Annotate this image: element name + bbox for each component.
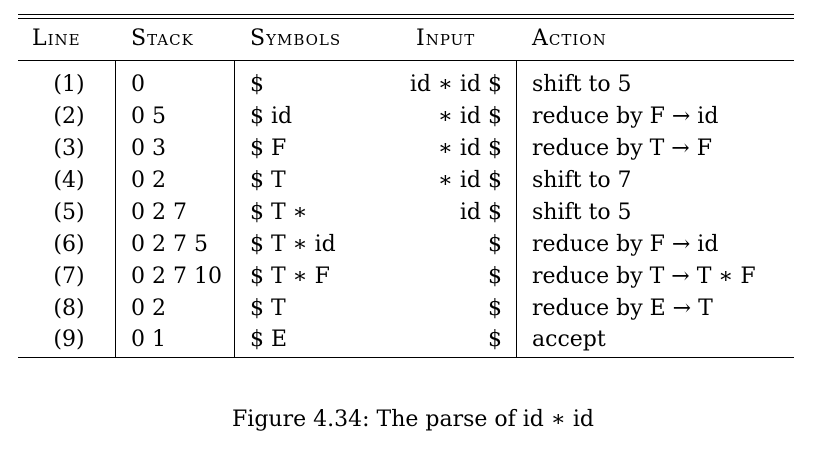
- cell-symbols: $ T ∗: [250, 200, 308, 225]
- column-divider: [516, 60, 517, 357]
- cell-symbols: $ E: [250, 327, 288, 352]
- header-stack: Stack: [131, 26, 194, 51]
- cell-stack: 0 2 7: [131, 200, 187, 225]
- cell-action: reduce by F → id: [532, 232, 719, 257]
- cell-stack: 0: [131, 72, 145, 97]
- header-action: Action: [532, 26, 607, 51]
- cell-stack: 0 1: [131, 327, 166, 352]
- cell-stack: 0 2 7 10: [131, 264, 222, 289]
- cell-action: reduce by T → T ∗ F: [532, 264, 756, 289]
- cell-line: (9): [53, 327, 85, 352]
- top-rule-inner: [18, 18, 794, 19]
- cell-stack: 0 3: [131, 136, 166, 161]
- cell-line: (5): [53, 200, 85, 225]
- cell-action: reduce by E → T: [532, 296, 713, 321]
- cell-stack: 0 5: [131, 104, 166, 129]
- header-symbols: Symbols: [250, 26, 342, 51]
- column-divider: [115, 60, 116, 357]
- cell-input: id $: [459, 200, 502, 225]
- cell-symbols: $ T: [250, 168, 286, 193]
- cell-action: shift to 7: [532, 168, 632, 193]
- header-input: Input: [416, 26, 476, 51]
- header-rule: [18, 60, 794, 61]
- column-divider: [234, 60, 235, 357]
- cell-input: $: [488, 296, 502, 321]
- cell-input: $: [488, 327, 502, 352]
- cell-line: (3): [53, 136, 85, 161]
- cell-action: accept: [532, 327, 606, 352]
- bottom-rule: [18, 357, 794, 358]
- cell-action: reduce by F → id: [532, 104, 719, 129]
- cell-line: (2): [53, 104, 85, 129]
- cell-input: id ∗ id $: [409, 72, 502, 97]
- cell-symbols: $ F: [250, 136, 287, 161]
- cell-input: ∗ id $: [437, 136, 502, 161]
- cell-line: (8): [53, 296, 85, 321]
- cell-input: $: [488, 264, 502, 289]
- cell-input: ∗ id $: [437, 104, 502, 129]
- cell-symbols: $ id: [250, 104, 293, 129]
- cell-symbols: $: [250, 72, 264, 97]
- cell-stack: 0 2 7 5: [131, 232, 208, 257]
- cell-action: shift to 5: [532, 72, 632, 97]
- cell-action: shift to 5: [532, 200, 632, 225]
- cell-stack: 0 2: [131, 296, 166, 321]
- top-rule-outer: [18, 14, 794, 15]
- cell-symbols: $ T: [250, 296, 286, 321]
- cell-line: (4): [53, 168, 85, 193]
- cell-symbols: $ T ∗ id: [250, 232, 336, 257]
- cell-line: (7): [53, 264, 85, 289]
- figure-caption: Figure 4.34: The parse of id ∗ id: [232, 407, 594, 432]
- cell-action: reduce by T → F: [532, 136, 712, 161]
- cell-input: ∗ id $: [437, 168, 502, 193]
- cell-symbols: $ T ∗ F: [250, 264, 330, 289]
- header-line: Line: [32, 26, 81, 51]
- cell-line: (6): [53, 232, 85, 257]
- cell-stack: 0 2: [131, 168, 166, 193]
- cell-line: (1): [53, 72, 85, 97]
- cell-input: $: [488, 232, 502, 257]
